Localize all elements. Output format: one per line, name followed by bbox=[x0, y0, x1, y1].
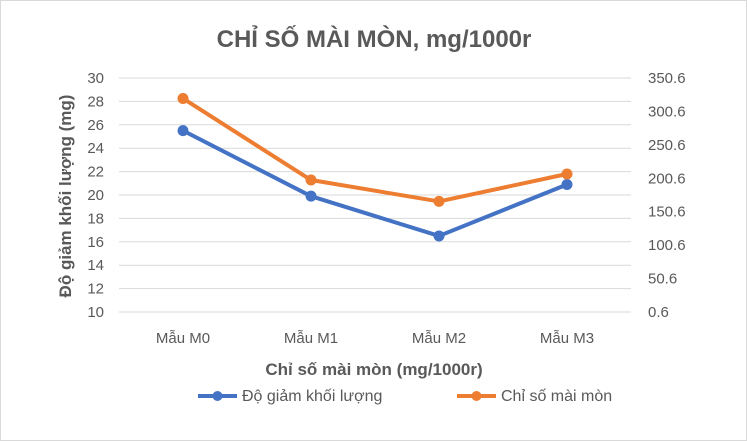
data-point-series-2-0 bbox=[177, 92, 189, 104]
y-tick-label: 20 bbox=[87, 187, 104, 204]
chart-title: CHỈ SỐ MÀI MÒN, mg/1000r bbox=[217, 24, 532, 53]
data-point-series-2-3 bbox=[561, 168, 573, 180]
y-tick-label: 18 bbox=[87, 210, 104, 227]
y-tick-label: 28 bbox=[87, 93, 104, 110]
y2-tick-label: 0.6 bbox=[648, 304, 669, 321]
y-tick-label: 16 bbox=[87, 234, 104, 251]
y2-tick-label: 100.6 bbox=[648, 237, 686, 254]
y2-axis-ticks: 350.6 300.6 250.6 200.6 150.6 100.6 50.6 0.6 bbox=[648, 70, 686, 321]
data-point-series-1-2 bbox=[433, 230, 445, 242]
x-axis-title: Chỉ số mài mòn (mg/1000r) bbox=[265, 360, 482, 379]
x-axis-ticks: Mẫu M0 Mẫu M1 Mẫu M2 Mẫu M3 bbox=[156, 330, 594, 347]
series-line-2 bbox=[181, 96, 569, 204]
legend-label-series-2: Chỉ số mài mòn bbox=[501, 388, 612, 405]
x-tick-label: Mẫu M3 bbox=[540, 330, 594, 347]
data-point-series-2-1 bbox=[305, 174, 317, 186]
y-axis-title: Độ giảm khối lượng (mg) bbox=[56, 95, 75, 298]
x-tick-label: Mẫu M1 bbox=[284, 330, 338, 347]
data-point-series-2-2 bbox=[433, 195, 445, 207]
gridlines bbox=[119, 77, 631, 313]
legend-item-series-2: Chỉ số mài mòn bbox=[457, 388, 612, 405]
y2-tick-label: 350.6 bbox=[648, 70, 686, 87]
y-axis-ticks: 30 28 26 24 22 20 18 16 14 12 10 bbox=[87, 70, 104, 321]
legend-marker-series-2 bbox=[471, 391, 482, 401]
data-point-series-1-1 bbox=[305, 190, 317, 202]
y-tick-label: 10 bbox=[87, 304, 104, 321]
legend-item-series-1: Độ giảm khối lượng bbox=[198, 388, 382, 405]
series-group bbox=[177, 92, 573, 242]
y2-tick-label: 50.6 bbox=[648, 271, 677, 288]
y2-tick-label: 300.6 bbox=[648, 103, 686, 120]
y-tick-label: 30 bbox=[87, 70, 104, 87]
y-tick-label: 26 bbox=[87, 117, 104, 134]
y2-tick-label: 150.6 bbox=[648, 204, 686, 221]
legend-label-series-1: Độ giảm khối lượng bbox=[242, 388, 382, 405]
legend: Độ giảm khối lượng Chỉ số mài mòn bbox=[198, 388, 612, 405]
data-point-series-1-3 bbox=[561, 178, 573, 190]
x-tick-label: Mẫu M2 bbox=[412, 330, 466, 347]
legend-marker-series-1 bbox=[212, 391, 223, 401]
y-tick-label: 22 bbox=[87, 164, 104, 181]
y-tick-label: 14 bbox=[87, 257, 104, 274]
data-point-series-1-0 bbox=[177, 125, 189, 137]
x-tick-label: Mẫu M0 bbox=[156, 330, 210, 347]
y-tick-label: 12 bbox=[87, 281, 104, 298]
y2-tick-label: 250.6 bbox=[648, 137, 686, 154]
y2-tick-label: 200.6 bbox=[648, 170, 686, 187]
series-line-1 bbox=[181, 128, 569, 238]
y-tick-label: 24 bbox=[87, 140, 104, 157]
